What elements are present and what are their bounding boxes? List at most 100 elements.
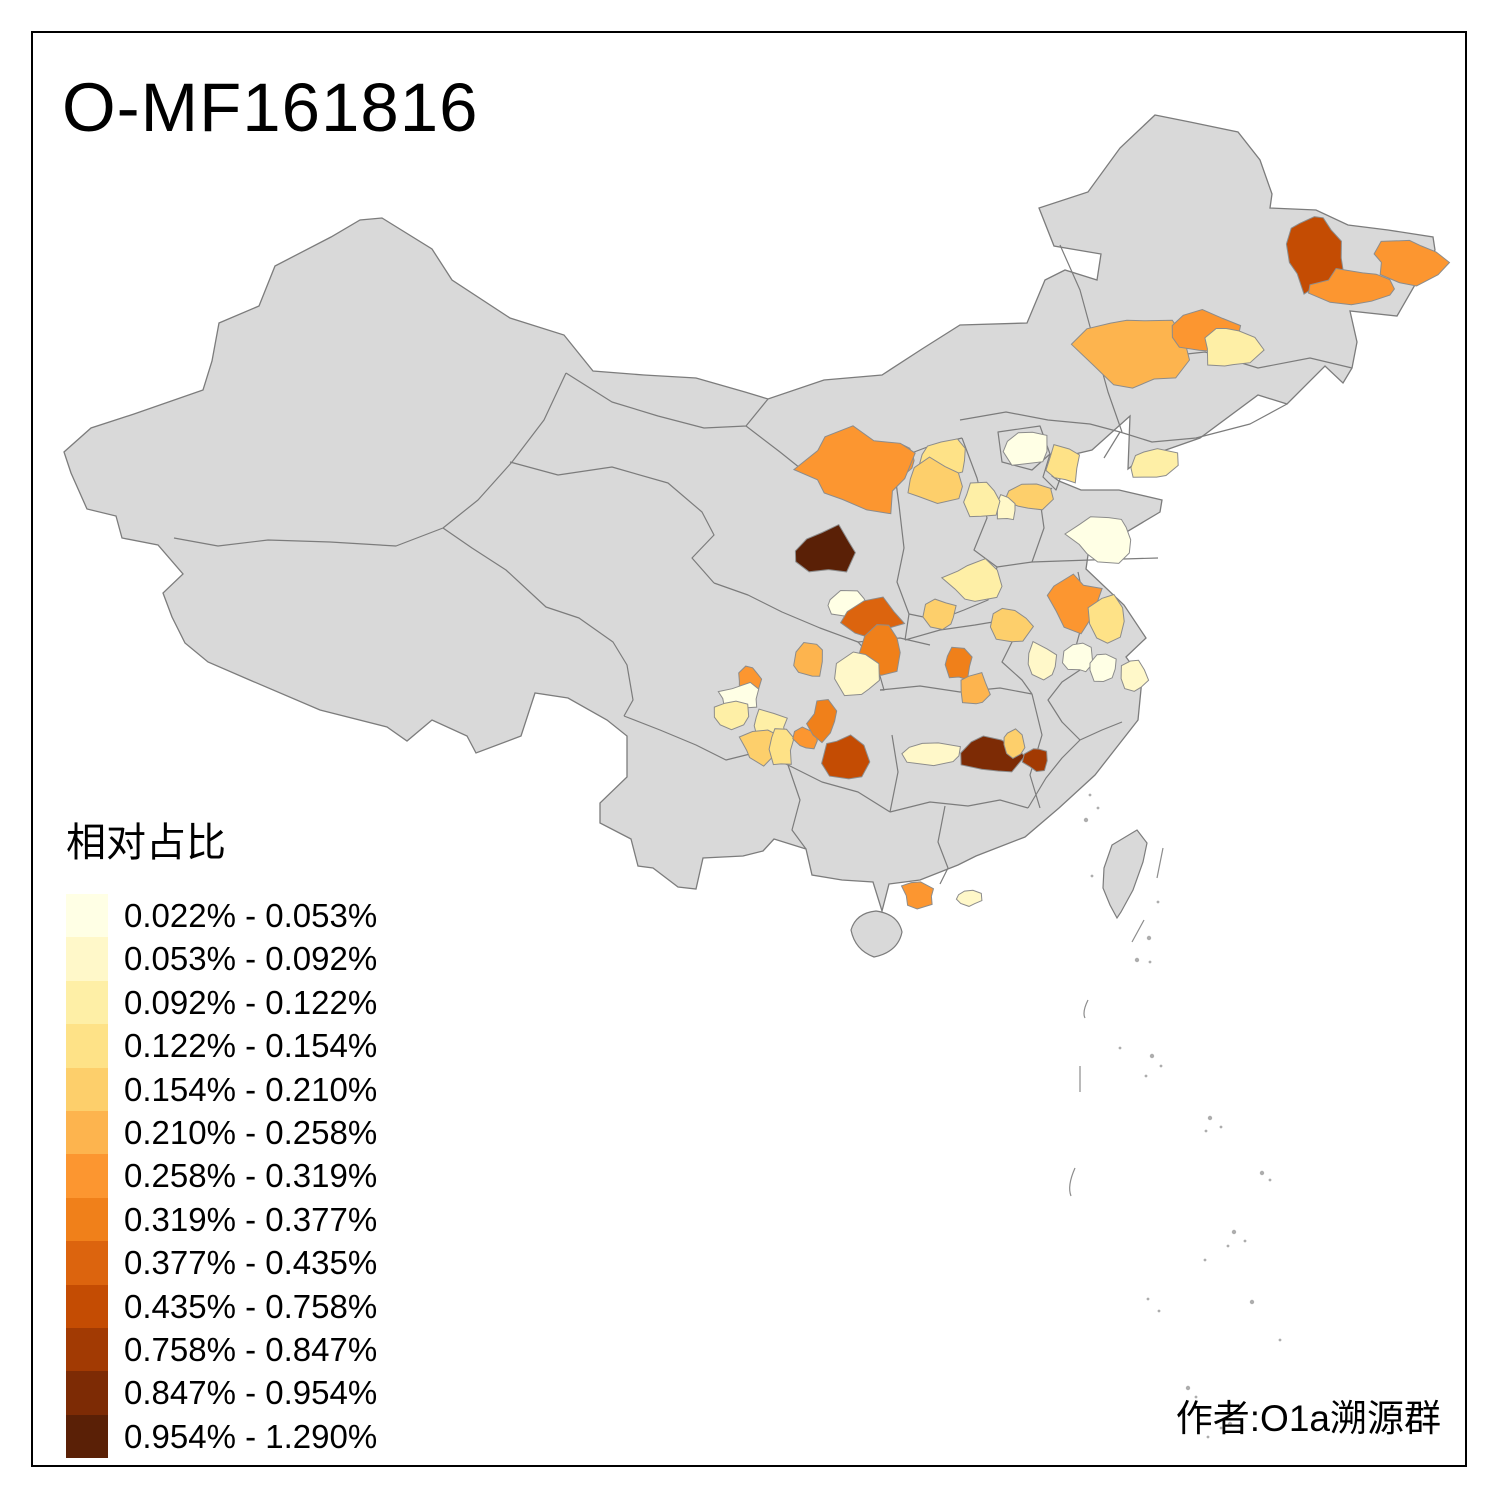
small-island-dot <box>1194 1395 1198 1399</box>
map-region <box>1130 448 1179 478</box>
small-island-dot <box>1144 1074 1148 1078</box>
islands-layer <box>1083 793 1282 1439</box>
map-region <box>1061 642 1094 673</box>
small-island-dot <box>1219 1426 1223 1430</box>
small-island-dot <box>1159 1064 1163 1068</box>
legend-label: 0.377% - 0.435% <box>124 1244 378 1282</box>
legend-row: 0.154% - 0.210% <box>66 1067 378 1111</box>
legend-swatch <box>66 894 108 938</box>
attribution-text: 作者:O1a溯源群 <box>1175 1398 1441 1439</box>
small-island-dot <box>1249 1299 1255 1305</box>
legend-label: 0.954% - 1.290% <box>124 1417 378 1455</box>
map-region <box>1046 573 1103 635</box>
sea-arcs <box>1069 847 1164 1197</box>
legend-label: 0.053% - 0.092% <box>124 940 378 978</box>
map-region <box>1307 267 1395 306</box>
small-island-dot <box>1148 960 1152 964</box>
small-island-dot <box>1243 1239 1247 1243</box>
map-region <box>1120 659 1150 692</box>
legend-swatch <box>66 1414 108 1459</box>
legend-label: 0.154% - 0.210% <box>124 1070 378 1108</box>
legend-row: 0.022% - 0.053% <box>66 894 378 938</box>
small-island-dot <box>1206 1435 1210 1439</box>
map-region <box>794 523 856 573</box>
map-region <box>1027 640 1058 681</box>
map-region <box>768 728 795 766</box>
legend: 相对占比 0.022% - 0.053% 0.053% - 0.092% 0.092… <box>66 810 378 1459</box>
small-island-dot <box>1227 1421 1233 1427</box>
small-island-dot <box>1156 900 1160 904</box>
small-island-dot <box>1278 1338 1282 1342</box>
legend-swatch <box>66 1241 108 1285</box>
small-island-dot <box>1118 1046 1122 1050</box>
legend-label: 0.092% - 0.122% <box>124 983 378 1021</box>
small-island-dot <box>1146 935 1152 941</box>
legend-swatch <box>66 1110 108 1155</box>
map-region <box>834 651 880 697</box>
small-island-dot <box>1090 874 1094 878</box>
small-island-dot <box>1185 1385 1191 1391</box>
legend-items: 0.022% - 0.053% 0.053% - 0.092% 0.092% - 0… <box>66 894 378 1459</box>
map-region <box>901 742 961 767</box>
legend-label: 0.258% - 0.319% <box>124 1157 378 1195</box>
legend-label: 0.758% - 0.847% <box>124 1330 378 1368</box>
map-region <box>806 698 838 744</box>
legend-title: 相对占比 <box>66 821 226 865</box>
small-island-dot <box>1231 1229 1237 1235</box>
small-island-dot <box>1203 1258 1207 1262</box>
legend-swatch <box>66 980 108 1025</box>
legend-swatch <box>66 937 108 981</box>
legend-swatch <box>66 1197 108 1242</box>
legend-label: 0.022% - 0.053% <box>124 897 378 934</box>
legend-row: 0.210% - 0.258% <box>66 1110 377 1155</box>
small-island-dot <box>1157 1309 1161 1313</box>
legend-row: 0.435% - 0.758% <box>66 1284 378 1328</box>
map-region <box>1064 516 1132 564</box>
map-region <box>1021 748 1048 773</box>
map-region <box>792 425 916 515</box>
legend-row: 0.377% - 0.435% <box>66 1241 378 1285</box>
legend-swatch <box>66 1327 108 1372</box>
small-island-dot <box>1096 806 1100 810</box>
legend-swatch <box>66 1154 108 1198</box>
map-region <box>1204 328 1265 367</box>
mainland-outline <box>63 114 1436 914</box>
small-island-dot <box>1083 817 1089 823</box>
region-layer <box>713 216 1451 910</box>
small-island-dot <box>1207 1115 1213 1121</box>
small-island-dot <box>1149 1053 1155 1059</box>
legend-swatch <box>66 1024 108 1068</box>
legend-swatch <box>66 1284 108 1328</box>
legend-row: 0.053% - 0.092% <box>66 937 378 981</box>
page-title: O-MF161816 <box>62 69 479 146</box>
map-region <box>713 700 750 731</box>
map-region <box>821 734 871 780</box>
map-region <box>1070 319 1191 389</box>
map-region <box>955 889 983 907</box>
map-region <box>1003 728 1026 759</box>
legend-swatch <box>66 1067 108 1111</box>
small-island-dot <box>1146 1297 1150 1301</box>
map-region <box>1004 483 1054 511</box>
map-region <box>900 881 935 910</box>
legend-label: 0.435% - 0.758% <box>124 1287 378 1325</box>
small-island-dot <box>1259 1170 1265 1176</box>
map-region <box>1087 593 1125 644</box>
legend-row: 0.319% - 0.377% <box>66 1197 378 1242</box>
legend-swatch <box>66 1371 108 1415</box>
legend-row: 0.122% - 0.154% <box>66 1024 378 1068</box>
small-island-dot <box>1219 1125 1223 1129</box>
map-region <box>793 641 823 677</box>
map-region <box>1002 431 1048 466</box>
hainan-island <box>850 910 903 958</box>
taiwan-island <box>1102 829 1148 920</box>
map-region <box>960 671 991 705</box>
legend-row: 0.847% - 0.954% <box>66 1371 378 1415</box>
legend-label: 0.847% - 0.954% <box>124 1374 378 1412</box>
legend-row: 0.758% - 0.847% <box>66 1327 378 1372</box>
map-region <box>1045 443 1081 484</box>
legend-label: 0.122% - 0.154% <box>124 1027 378 1065</box>
panel-border <box>31 31 1467 1467</box>
legend-label: 0.319% - 0.377% <box>124 1200 378 1238</box>
